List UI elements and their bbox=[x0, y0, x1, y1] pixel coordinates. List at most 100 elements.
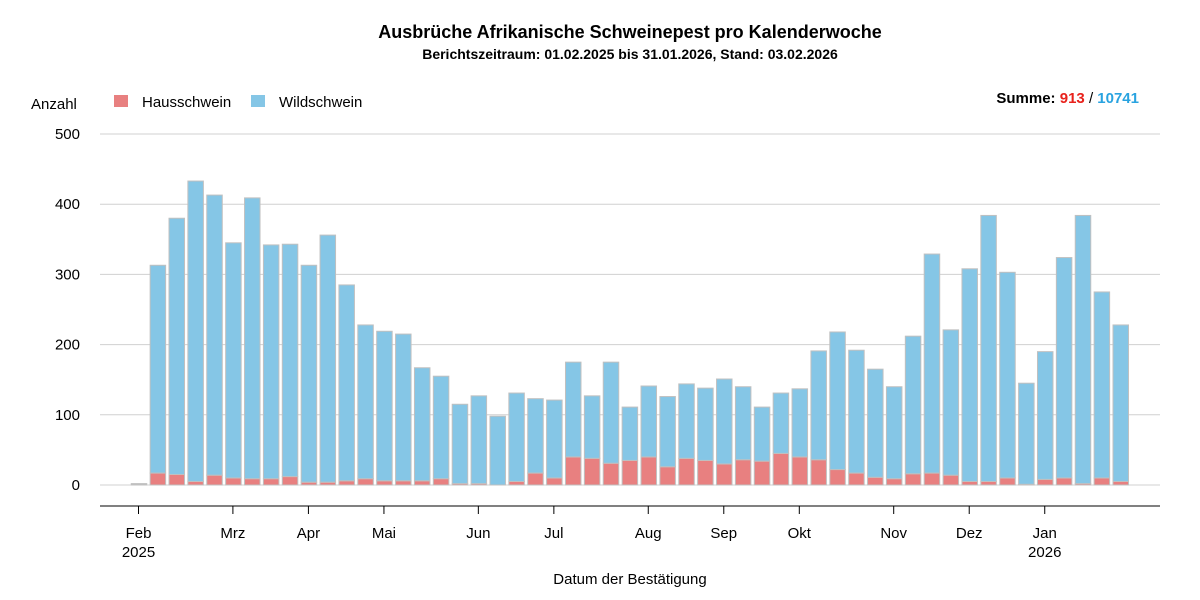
bar-wildschwein bbox=[621, 406, 639, 461]
bar-hausschwein bbox=[1055, 477, 1073, 486]
bar-wildschwein bbox=[451, 403, 469, 485]
bar-hausschwein bbox=[923, 472, 941, 486]
bar-wildschwein bbox=[904, 335, 922, 475]
bar-hausschwein bbox=[621, 459, 639, 486]
x-tick-label: Jan bbox=[1033, 525, 1057, 542]
bar-wildschwein bbox=[527, 398, 544, 474]
x-tick-year: 2026 bbox=[1028, 544, 1061, 561]
bar-hausschwein bbox=[1036, 478, 1054, 486]
x-tick-label: Nov bbox=[880, 525, 907, 542]
bar-wildschwein bbox=[357, 324, 374, 480]
bar-hausschwein bbox=[753, 460, 771, 486]
x-tick-label: Okt bbox=[788, 525, 812, 542]
bar-wildschwein bbox=[867, 368, 884, 478]
bar-hausschwein bbox=[659, 466, 676, 486]
bar-hausschwein bbox=[583, 457, 601, 486]
bar-hausschwein bbox=[187, 480, 204, 486]
legend-swatch-hausschwein bbox=[114, 95, 128, 107]
bar-wildschwein bbox=[980, 214, 997, 482]
bar-wildschwein bbox=[1036, 351, 1054, 480]
bar-hausschwein bbox=[564, 456, 582, 486]
bar-wildschwein bbox=[697, 387, 714, 461]
bar-hausschwein bbox=[961, 480, 978, 486]
bar-hausschwein bbox=[734, 459, 752, 486]
bar-wildschwein bbox=[432, 375, 450, 480]
y-tick-label: 100 bbox=[55, 407, 80, 424]
bar-wildschwein bbox=[791, 388, 809, 458]
bar-hausschwein bbox=[697, 459, 714, 486]
bar-hausschwein bbox=[716, 463, 733, 486]
bar-wildschwein bbox=[130, 483, 148, 486]
bar-wildschwein bbox=[244, 197, 261, 480]
bar-wildschwein bbox=[1074, 214, 1092, 485]
x-tick-label: Sep bbox=[710, 525, 737, 542]
bar-wildschwein bbox=[149, 264, 167, 474]
bar-wildschwein bbox=[640, 385, 658, 458]
x-tick-label: Jun bbox=[466, 525, 490, 542]
summary-sep: / bbox=[1088, 90, 1094, 107]
bar-wildschwein bbox=[961, 268, 978, 482]
bar-wildschwein bbox=[187, 180, 204, 482]
bar-wildschwein bbox=[546, 399, 563, 479]
y-tick-label: 300 bbox=[55, 266, 80, 283]
bar-wildschwein bbox=[489, 415, 506, 486]
legend-label-wildschwein: Wildschwein bbox=[279, 94, 362, 111]
bar-hausschwein bbox=[244, 478, 261, 486]
summary: Summe: 913 / 10741 bbox=[996, 90, 1139, 107]
y-tick-label: 0 bbox=[72, 477, 80, 494]
bar-wildschwein bbox=[678, 383, 695, 459]
bar-hausschwein bbox=[999, 477, 1016, 486]
bar-wildschwein bbox=[923, 253, 941, 474]
bar-hausschwein bbox=[281, 476, 299, 486]
bar-wildschwein bbox=[885, 386, 903, 480]
bar-hausschwein bbox=[885, 478, 903, 486]
summary-wild: 10741 bbox=[1097, 90, 1139, 107]
x-tick-label: Apr bbox=[297, 525, 320, 542]
bar-hausschwein bbox=[772, 452, 790, 486]
y-tick-label: 500 bbox=[55, 126, 80, 143]
bar-wildschwein bbox=[848, 349, 865, 474]
bar-hausschwein bbox=[546, 477, 563, 486]
bar-hausschwein bbox=[413, 480, 431, 486]
bar-wildschwein bbox=[206, 194, 223, 476]
x-tick-year: 2025 bbox=[122, 544, 155, 561]
x-tick-label: Mai bbox=[372, 525, 396, 542]
bar-hausschwein bbox=[206, 474, 223, 486]
bar-hausschwein bbox=[904, 473, 922, 486]
bar-hausschwein bbox=[225, 477, 242, 486]
chart-title: Ausbrüche Afrikanische Schweinepest pro … bbox=[378, 22, 882, 42]
bar-wildschwein bbox=[1112, 324, 1130, 482]
bar-hausschwein bbox=[168, 473, 186, 486]
bar-wildschwein bbox=[338, 284, 355, 482]
bar-wildschwein bbox=[829, 331, 846, 471]
bar-wildschwein bbox=[168, 217, 186, 475]
bar-wildschwein bbox=[734, 386, 752, 461]
y-tick-label: 400 bbox=[55, 196, 80, 213]
bar-wildschwein bbox=[395, 333, 412, 482]
bar-wildschwein bbox=[1055, 257, 1073, 479]
bar-wildschwein bbox=[602, 361, 620, 464]
bar-hausschwein bbox=[829, 469, 846, 486]
bar-hausschwein bbox=[980, 480, 997, 486]
x-tick-label: Dez bbox=[956, 525, 983, 542]
bar-wildschwein bbox=[281, 243, 299, 478]
bar-hausschwein bbox=[1112, 480, 1130, 486]
y-tick-label: 200 bbox=[55, 337, 80, 354]
bar-wildschwein bbox=[1018, 382, 1035, 485]
bar-hausschwein bbox=[678, 457, 695, 486]
bar-wildschwein bbox=[413, 367, 431, 482]
bar-wildschwein bbox=[225, 242, 242, 479]
bar-hausschwein bbox=[508, 480, 525, 486]
summary-haus: 913 bbox=[1059, 90, 1085, 107]
bar-wildschwein bbox=[1093, 291, 1111, 479]
bar-hausschwein bbox=[395, 480, 412, 486]
bar-wildschwein bbox=[564, 361, 582, 458]
bar-wildschwein bbox=[772, 392, 790, 454]
legend-label-hausschwein: Hausschwein bbox=[142, 94, 231, 111]
bar-hausschwein bbox=[149, 472, 167, 486]
bar-wildschwein bbox=[300, 264, 318, 483]
x-tick-label: Feb bbox=[126, 525, 152, 542]
bar-wildschwein bbox=[583, 395, 601, 459]
